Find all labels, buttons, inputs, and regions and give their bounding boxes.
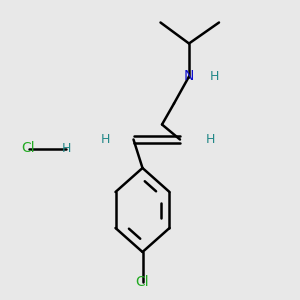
Text: H: H	[100, 133, 110, 146]
Text: H: H	[205, 133, 215, 146]
Text: H: H	[61, 142, 71, 155]
Text: N: N	[184, 70, 194, 83]
Text: Cl: Cl	[136, 275, 149, 289]
Text: H: H	[210, 70, 219, 83]
Text: Cl: Cl	[22, 142, 35, 155]
